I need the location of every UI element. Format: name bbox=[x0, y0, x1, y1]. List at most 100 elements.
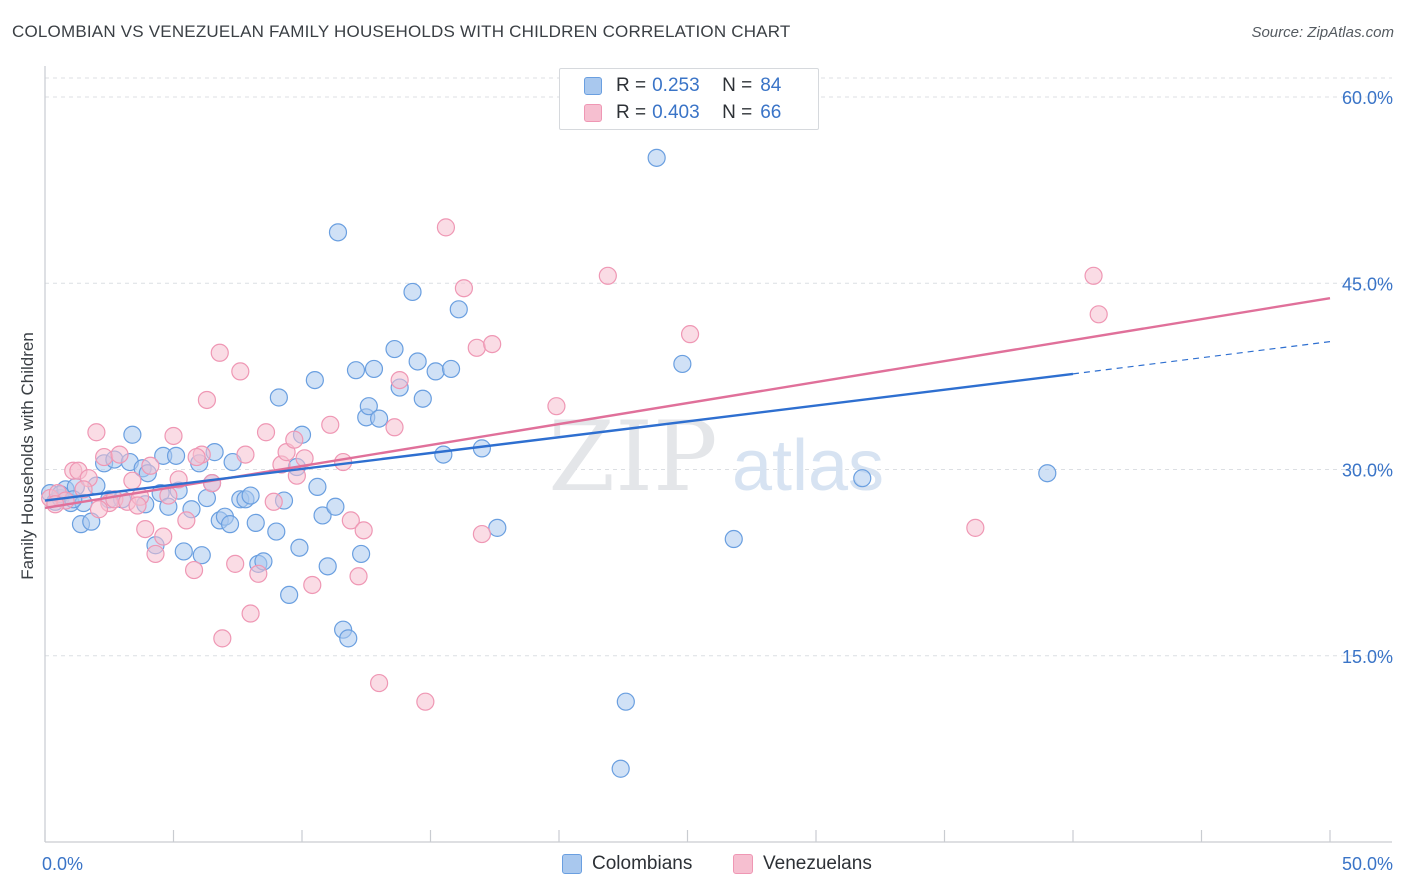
venezuelan-point bbox=[472, 524, 491, 544]
venezuelan-point bbox=[349, 567, 368, 586]
venezuelan-point bbox=[295, 449, 314, 468]
colombian-point bbox=[318, 557, 337, 576]
colombian-point bbox=[673, 354, 692, 374]
venezuelan-point bbox=[136, 519, 155, 539]
venezuelan-point bbox=[416, 692, 435, 711]
colombian-point bbox=[246, 513, 265, 532]
venezuelan-point bbox=[256, 423, 276, 442]
x-tick-label-max: 50.0% bbox=[1342, 854, 1393, 874]
colombian-point bbox=[434, 445, 453, 464]
colombian-point bbox=[123, 425, 142, 444]
bottom-legend-swatch-venezuelans bbox=[733, 854, 753, 874]
colombian-point bbox=[1038, 464, 1057, 483]
y-tick-label: 15.0% bbox=[1342, 647, 1393, 667]
colombian-point bbox=[403, 282, 422, 302]
venezuelan-point bbox=[226, 554, 245, 573]
venezuelan-point bbox=[87, 423, 106, 442]
venezuelan-point bbox=[177, 511, 196, 530]
legend-row-colombians: R = 0.253 N = 84 bbox=[584, 73, 781, 99]
colombian-point bbox=[269, 388, 288, 407]
colombian-point bbox=[370, 409, 389, 428]
venezuelan-point bbox=[128, 496, 147, 515]
bottom-legend-colombians[interactable]: Colombians bbox=[562, 850, 692, 878]
trendlines bbox=[44, 296, 1331, 510]
colombian-point bbox=[313, 506, 332, 525]
colombian-point bbox=[853, 469, 872, 488]
colombian-point bbox=[290, 538, 309, 557]
legend-n-label: N = bbox=[722, 75, 753, 96]
venezuelan-point bbox=[236, 445, 255, 464]
colombian-point bbox=[352, 544, 371, 564]
legend-swatch-colombians bbox=[584, 77, 602, 95]
colombian-point bbox=[280, 585, 299, 605]
colombian-point bbox=[326, 497, 345, 516]
venezuelan-point bbox=[385, 418, 404, 437]
venezuelan-point bbox=[483, 334, 502, 354]
venezuelan-point bbox=[141, 456, 160, 475]
x-tick-label-min: 0.0% bbox=[42, 854, 83, 874]
legend-n-label: N = bbox=[722, 102, 753, 123]
venezuelan-point bbox=[321, 415, 340, 434]
legend-n-value: 66 bbox=[760, 102, 782, 123]
watermark-atlas: atlas bbox=[732, 426, 884, 506]
venezuelan-point bbox=[1089, 305, 1108, 324]
venezuelan-point bbox=[89, 500, 109, 519]
legend-n-value: 84 bbox=[760, 75, 782, 96]
venezuelan-point bbox=[454, 279, 474, 298]
legend-r-value: 0.253 bbox=[652, 75, 700, 96]
y-tick-label: 45.0% bbox=[1342, 274, 1393, 294]
colombian-trendline bbox=[44, 372, 1074, 502]
venezuelan-point bbox=[303, 575, 322, 595]
colombian-point bbox=[364, 359, 384, 379]
watermark: ZIP atlas bbox=[548, 401, 884, 513]
y-tick-label: 60.0% bbox=[1342, 88, 1393, 108]
colombian-point bbox=[441, 359, 461, 379]
colombian-point bbox=[408, 352, 427, 371]
venezuelan-point bbox=[74, 480, 93, 499]
colombian-point bbox=[241, 486, 260, 505]
bottom-legend-swatch-colombians bbox=[562, 854, 582, 874]
venezuelan-point bbox=[213, 629, 232, 648]
colombian-point bbox=[346, 361, 366, 380]
venezuelan-points bbox=[41, 218, 1108, 711]
colombian-point bbox=[267, 522, 286, 541]
source-credit: Source: ZipAtlas.com bbox=[1251, 24, 1394, 41]
venezuelan-point bbox=[264, 492, 283, 511]
venezuelan-point bbox=[197, 390, 217, 410]
colombian-point bbox=[308, 477, 327, 496]
colombian-point bbox=[488, 518, 507, 537]
y-tick-label: 30.0% bbox=[1342, 461, 1393, 481]
colombian-point bbox=[413, 389, 432, 408]
venezuelan-point bbox=[202, 474, 222, 493]
legend-swatch-venezuelans bbox=[584, 104, 602, 122]
venezuelan-point bbox=[164, 426, 183, 446]
watermark-zip: ZIP bbox=[548, 401, 717, 513]
colombian-point bbox=[166, 446, 186, 465]
colombian-point bbox=[385, 339, 404, 359]
colombian-trendline-extension bbox=[1072, 341, 1331, 375]
bottom-legend-label-venezuelans: Venezuelans bbox=[763, 853, 872, 874]
venezuelan-point bbox=[390, 371, 409, 390]
venezuelan-point bbox=[210, 343, 229, 362]
colombian-point bbox=[724, 529, 743, 549]
venezuelan-point bbox=[110, 445, 129, 464]
colombian-point bbox=[339, 629, 358, 648]
legend-r-value: 0.403 bbox=[652, 102, 700, 123]
colombian-point bbox=[647, 148, 666, 167]
colombian-point bbox=[449, 300, 468, 319]
venezuelan-point bbox=[146, 544, 165, 564]
colombian-point bbox=[220, 515, 240, 534]
legend-r-label: R = bbox=[616, 75, 647, 96]
venezuelan-point bbox=[285, 430, 304, 449]
venezuelan-point bbox=[249, 564, 268, 583]
bottom-legend-venezuelans[interactable]: Venezuelans bbox=[733, 850, 872, 878]
venezuelan-point bbox=[241, 604, 260, 623]
colombian-point bbox=[616, 692, 635, 711]
colombian-point bbox=[305, 371, 324, 390]
chart-title: COLOMBIAN VS VENEZUELAN FAMILY HOUSEHOLD… bbox=[12, 22, 791, 41]
colombian-point bbox=[328, 223, 348, 242]
venezuelan-point bbox=[187, 447, 206, 467]
axes bbox=[44, 66, 1392, 843]
colombian-point bbox=[174, 542, 193, 561]
